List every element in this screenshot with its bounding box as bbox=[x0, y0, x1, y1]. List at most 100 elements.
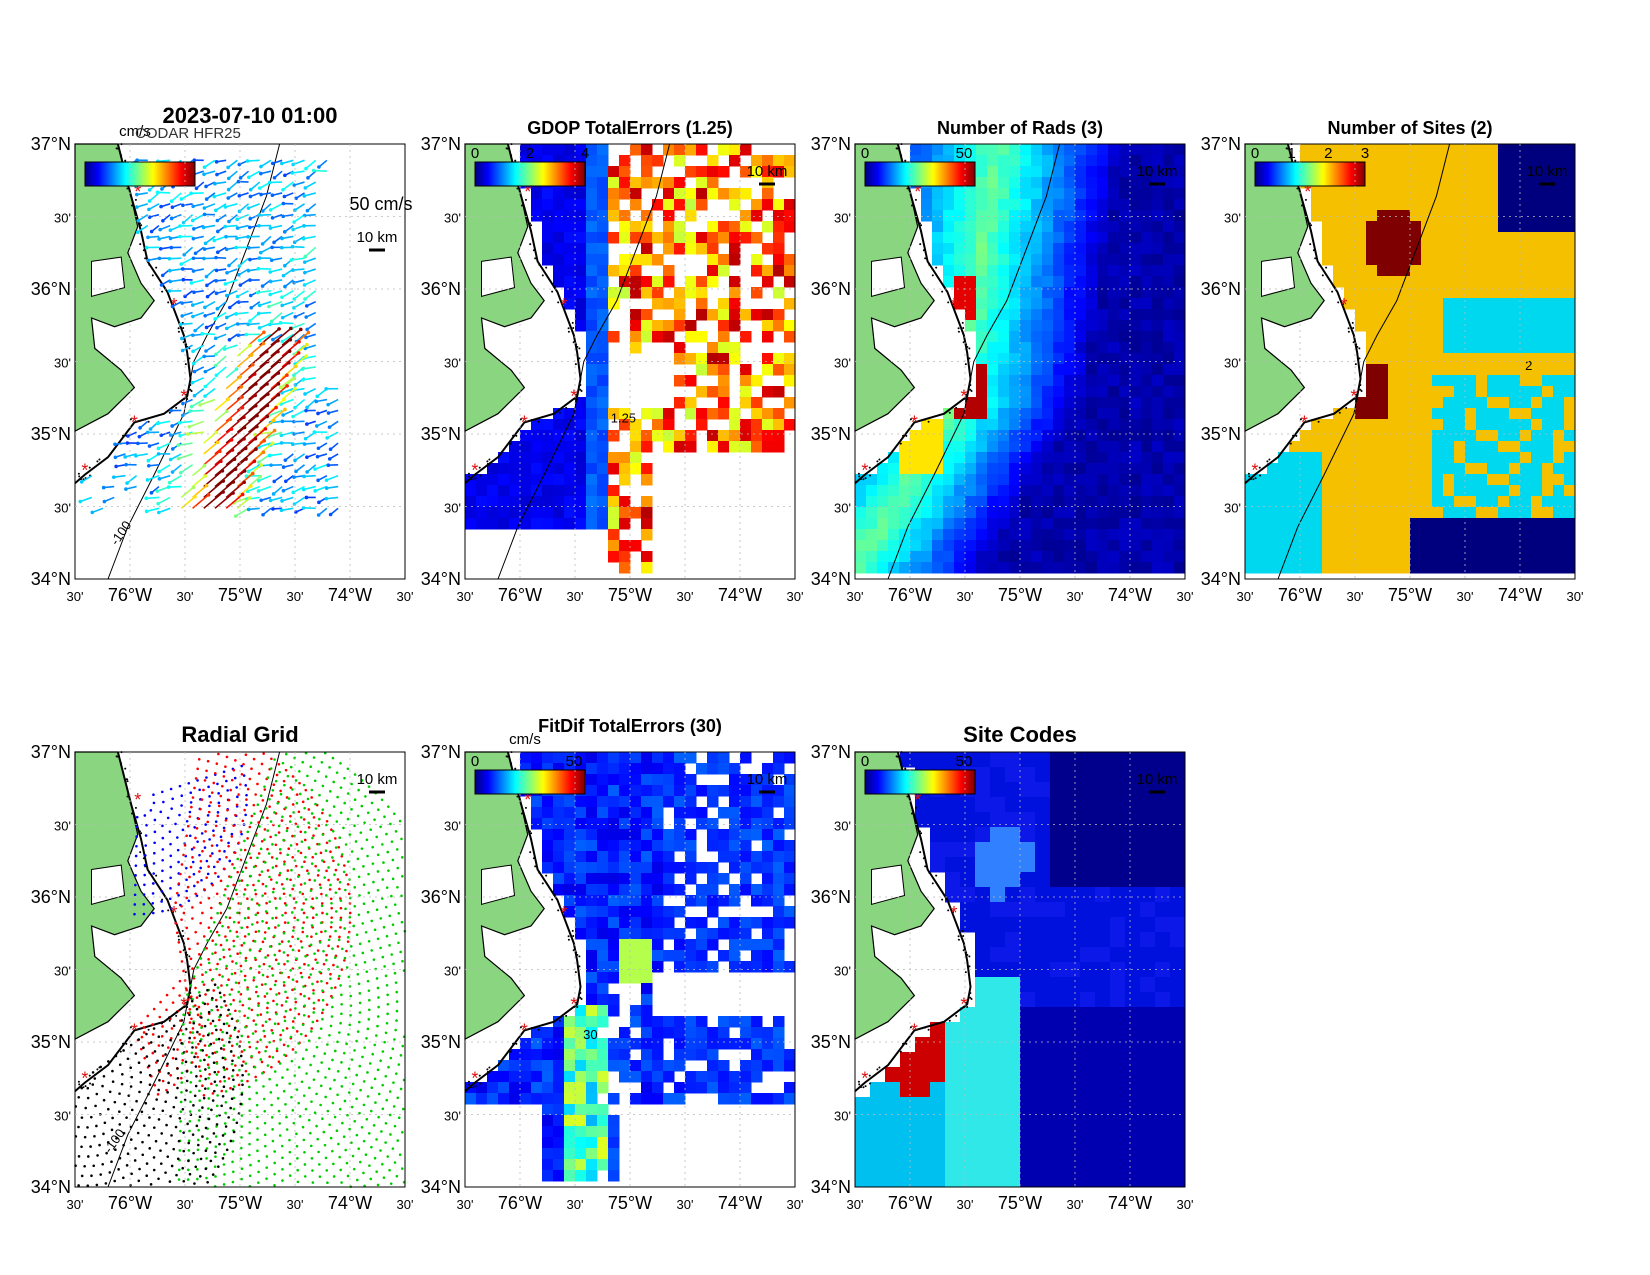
gdop-cell bbox=[575, 452, 587, 464]
vector-head bbox=[243, 446, 248, 451]
lon-tick-label: 30' bbox=[1457, 589, 1474, 604]
rads-cell bbox=[1108, 397, 1120, 409]
radial-grid-point bbox=[307, 976, 311, 979]
sites-cell bbox=[1256, 529, 1268, 541]
rads-cell bbox=[1009, 210, 1021, 222]
rads-cell bbox=[1152, 364, 1164, 376]
radial-grid-point bbox=[257, 852, 261, 855]
vector-head bbox=[147, 215, 152, 219]
gdop-cell bbox=[520, 507, 532, 519]
gdop-cell bbox=[718, 144, 730, 156]
island-dot bbox=[1292, 434, 1295, 437]
radial-grid-point bbox=[231, 863, 234, 866]
current-vector bbox=[226, 322, 238, 330]
radial-grid-point bbox=[246, 787, 250, 791]
rads-cell bbox=[976, 386, 988, 398]
vector-head bbox=[246, 206, 251, 210]
rads-cell bbox=[1174, 496, 1186, 508]
radial-grid-point bbox=[237, 921, 241, 924]
rads-cell bbox=[1174, 463, 1186, 475]
sites-cell bbox=[1553, 287, 1565, 299]
radial-grid-point bbox=[207, 1076, 210, 1080]
gdop-cell bbox=[784, 166, 796, 178]
rads-cell bbox=[910, 463, 922, 475]
sites-cell bbox=[1344, 452, 1356, 464]
rads-cell bbox=[1031, 298, 1043, 310]
gdop-cell bbox=[652, 287, 664, 299]
gdop-cell bbox=[498, 518, 510, 530]
radial-grid-point bbox=[254, 930, 258, 934]
island-dot bbox=[1337, 301, 1340, 304]
sites-cell bbox=[1454, 254, 1466, 266]
island-dot bbox=[130, 812, 133, 815]
rads-cell bbox=[877, 507, 889, 519]
vector-head bbox=[291, 162, 295, 167]
current-vector bbox=[225, 447, 247, 466]
current-vector bbox=[302, 355, 316, 360]
rads-cell bbox=[954, 496, 966, 508]
island-dot bbox=[970, 389, 973, 392]
sites-cell bbox=[1553, 353, 1565, 365]
sites-cell bbox=[1289, 562, 1301, 574]
current-vector bbox=[291, 322, 305, 330]
sites-cell bbox=[1487, 353, 1499, 365]
current-vector bbox=[248, 440, 265, 455]
gdop-cell bbox=[520, 441, 532, 453]
rads-cell bbox=[1108, 353, 1120, 365]
current-vector bbox=[258, 311, 271, 315]
radial-grid-point bbox=[224, 819, 228, 822]
rads-cell bbox=[1042, 518, 1054, 530]
radial-grid-point bbox=[237, 1083, 241, 1087]
gdop-cell bbox=[542, 188, 554, 200]
current-vector bbox=[282, 181, 294, 191]
sites-cell bbox=[1553, 232, 1565, 244]
gdop-cell bbox=[707, 155, 719, 167]
current-vector bbox=[316, 398, 328, 403]
gdop-cell bbox=[729, 353, 741, 365]
current-vector bbox=[270, 362, 290, 379]
rads-cell bbox=[1031, 452, 1043, 464]
rads-cell bbox=[987, 155, 999, 167]
radial-grid-point bbox=[310, 796, 313, 799]
rads-cell bbox=[976, 199, 988, 211]
sites-cell bbox=[1410, 265, 1422, 277]
island-dot bbox=[910, 204, 913, 207]
rads-cell bbox=[1075, 243, 1087, 255]
sites-cell bbox=[1476, 562, 1488, 574]
current-vector bbox=[205, 235, 216, 244]
island-dot bbox=[1309, 243, 1312, 246]
rads-cell bbox=[932, 452, 944, 464]
vector-head bbox=[203, 474, 208, 478]
rads-cell bbox=[1009, 221, 1021, 233]
radial-grid-point bbox=[185, 878, 188, 882]
gdop-cell bbox=[729, 309, 741, 321]
rads-cell bbox=[1119, 353, 1131, 365]
current-vector bbox=[228, 181, 238, 191]
vector-head bbox=[255, 424, 259, 429]
rads-cell bbox=[1009, 397, 1021, 409]
rads-cell bbox=[1141, 166, 1153, 178]
sites-cell bbox=[1564, 430, 1576, 442]
rads-cell bbox=[998, 331, 1010, 343]
current-vector bbox=[280, 322, 294, 325]
vector-head bbox=[266, 369, 271, 374]
rads-cell bbox=[1163, 386, 1175, 398]
island-dot bbox=[142, 857, 145, 860]
sites-cell bbox=[1245, 496, 1257, 508]
radial-grid-point bbox=[187, 1139, 191, 1143]
rads-cell bbox=[1152, 188, 1164, 200]
island-dot bbox=[538, 263, 541, 266]
current-vector bbox=[281, 300, 294, 307]
sites-cell bbox=[1542, 188, 1554, 200]
island-dot bbox=[962, 341, 965, 344]
sites-cell bbox=[1289, 441, 1301, 453]
gdop-cell bbox=[608, 485, 620, 497]
sites-cell bbox=[1399, 232, 1411, 244]
current-vector bbox=[258, 485, 272, 492]
gdop-cell bbox=[685, 353, 697, 365]
rads-cell bbox=[1064, 221, 1076, 233]
rads-cell bbox=[976, 276, 988, 288]
current-vector bbox=[294, 496, 305, 505]
sites-cell bbox=[1531, 386, 1543, 398]
radial-grid-point bbox=[202, 1093, 206, 1097]
